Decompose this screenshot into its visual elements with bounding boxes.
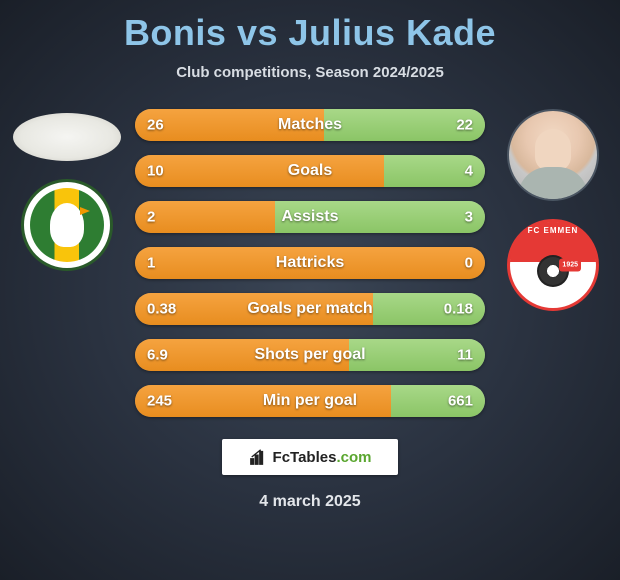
stat-label: Hattricks [276, 254, 344, 272]
stat-label: Matches [278, 116, 342, 134]
brand-label: FcTables.com [273, 449, 372, 466]
stat-value-right: 0.18 [444, 301, 473, 318]
stat-value-right: 0 [465, 255, 473, 272]
player-left-avatar-placeholder [13, 113, 121, 161]
player-right-avatar [507, 109, 599, 201]
stat-row: 2 3 Assists [135, 201, 485, 233]
comparison-bars: 2622Matches104Goals23Assists10Hattricks0… [135, 109, 485, 417]
stat-row: 245 661 Min per goal [135, 385, 485, 417]
stat-value-left: 2 [147, 209, 155, 226]
stat-value-right: 661 [448, 393, 473, 410]
stat-row: 1 0 Hattricks [135, 247, 485, 279]
stat-value-left: 6.9 [147, 347, 168, 364]
stat-label: Goals [288, 162, 332, 180]
club-emmen-text: FC EMMEN [528, 226, 579, 235]
stat-label: Min per goal [263, 392, 357, 410]
stat-value-left: 10 [147, 163, 164, 180]
bar-fill-left [135, 201, 275, 233]
stork-icon [50, 203, 84, 247]
page-title: Bonis vs Julius Kade [0, 0, 620, 54]
chart-icon [249, 448, 267, 466]
stat-label: Shots per goal [254, 346, 365, 364]
comparison-content: FC EMMEN 1925 2622Matches104Goals23Assis… [0, 109, 620, 417]
stat-row: 0.38 0.18 Goals per match [135, 293, 485, 325]
stat-row: 26 22 Matches [135, 109, 485, 141]
date-label: 4 march 2025 [0, 493, 620, 511]
club-emmen-year: 1925 [559, 259, 581, 272]
stat-label: Assists [282, 208, 339, 226]
subtitle: Club competitions, Season 2024/2025 [0, 64, 620, 81]
brand-badge[interactable]: FcTables.com [222, 439, 398, 475]
stat-value-left: 1 [147, 255, 155, 272]
stat-value-right: 22 [456, 117, 473, 134]
right-player-column: FC EMMEN 1925 [494, 109, 612, 311]
stat-row: 6.9 11 Shots per goal [135, 339, 485, 371]
club-badge-fc-emmen: FC EMMEN 1925 [507, 219, 599, 311]
stat-value-right: 4 [465, 163, 473, 180]
club-badge-ado-den-haag [21, 179, 113, 271]
stat-value-left: 26 [147, 117, 164, 134]
stat-label: Goals per match [247, 300, 372, 318]
left-player-column [8, 109, 126, 271]
bar-fill-left [135, 155, 384, 187]
stat-value-left: 245 [147, 393, 172, 410]
stat-value-right: 3 [465, 209, 473, 226]
stat-value-right: 11 [457, 347, 473, 364]
stat-value-left: 0.38 [147, 301, 176, 318]
stat-row: 10 4 Goals [135, 155, 485, 187]
